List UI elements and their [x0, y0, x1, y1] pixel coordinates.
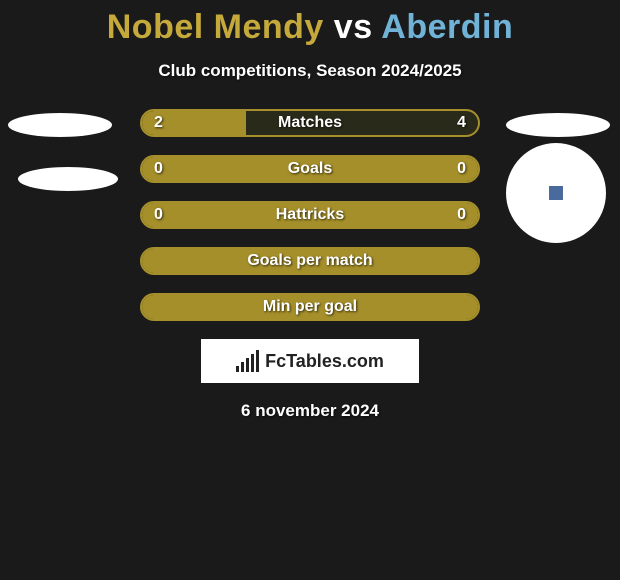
logo-box: FcTables.com	[201, 339, 419, 383]
subtitle: Club competitions, Season 2024/2025	[0, 61, 620, 81]
stats-section: 2 Matches 4 0 Goals 0 0 Hattricks 0 Goals per mat…	[0, 109, 620, 421]
player1-avatar	[8, 113, 118, 191]
avatar-circle-icon	[506, 143, 606, 243]
player2-name: Aberdin	[381, 8, 513, 46]
stat-bar: 0 Hattricks 0	[140, 201, 480, 229]
avatar-placeholder-icon	[8, 113, 112, 137]
page-title: Nobel Mendy vs Aberdin	[0, 8, 620, 47]
stat-bar: 2 Matches 4	[140, 109, 480, 137]
stat-value-right: 0	[457, 206, 466, 224]
player2-avatar	[506, 113, 610, 243]
stat-label: Min per goal	[263, 298, 357, 316]
image-placeholder-icon	[549, 186, 563, 200]
stat-bar: Min per goal	[140, 293, 480, 321]
avatar-placeholder-icon	[506, 113, 610, 137]
player1-name: Nobel Mendy	[107, 8, 324, 46]
date-text: 6 november 2024	[0, 401, 620, 421]
stat-label: Goals per match	[247, 252, 372, 270]
stat-value-right: 0	[457, 160, 466, 178]
chart-icon	[236, 350, 259, 372]
stat-label: Matches	[278, 114, 342, 132]
stat-bar: 0 Goals 0	[140, 155, 480, 183]
stat-bars: 2 Matches 4 0 Goals 0 0 Hattricks 0 Goals per mat…	[140, 109, 480, 321]
avatar-placeholder-icon	[18, 167, 118, 191]
vs-text: vs	[334, 8, 373, 46]
stat-value-left: 0	[154, 160, 163, 178]
stat-bar: Goals per match	[140, 247, 480, 275]
stat-value-left: 0	[154, 206, 163, 224]
stat-value-left: 2	[154, 114, 163, 132]
stat-value-right: 4	[457, 114, 466, 132]
logo-text: FcTables.com	[265, 351, 384, 372]
stat-label: Goals	[288, 160, 332, 178]
stat-label: Hattricks	[276, 206, 344, 224]
comparison-card: Nobel Mendy vs Aberdin Club competitions…	[0, 0, 620, 421]
